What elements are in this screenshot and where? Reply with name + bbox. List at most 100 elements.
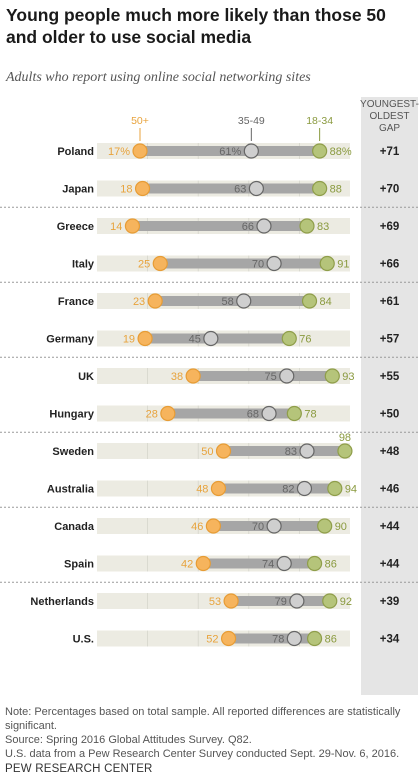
value-label-18-34: 91 [337,259,349,271]
dot-35-49 [203,330,219,347]
gap-value: +61 [380,296,400,308]
dot-35-49 [266,255,282,272]
value-label-18-34: 88% [330,146,352,158]
country-label: Spain [64,559,94,571]
range-connector [167,408,295,419]
dot-35-49 [243,143,259,159]
gap-column-background [361,97,418,695]
value-label-50-plus: 28 [146,409,158,421]
gap-value: +44 [380,521,400,533]
value-label-18-34: 88 [330,184,342,196]
legend-label-35-49: 35-49 [238,115,265,127]
range-connector [140,146,320,156]
range-connector [193,371,333,381]
gap-value: +44 [380,559,400,571]
value-label-50-plus: 50 [201,446,213,458]
value-label-35-49: 63 [234,184,246,196]
dot-50-plus [195,555,211,572]
value-label-35-49: 79 [275,596,287,608]
dot-35-49 [299,443,315,459]
country-label: U.S. [73,634,94,646]
range-connector [231,596,330,606]
value-label-18-34: 86 [325,634,337,646]
gap-header-line: YOUNGEST- [360,99,419,110]
value-label-35-49: 75 [265,371,277,383]
legend-label-50-plus: 50+ [131,115,149,127]
gap-header-line: OLDEST [369,111,409,122]
dot-50-plus [205,518,221,534]
country-label: Sweden [52,446,94,458]
note-text: Note: Percentages based on total sample.… [5,706,401,732]
value-label-18-34: 98 [339,432,351,444]
value-label-18-34: 84 [320,296,332,308]
country-label: Netherlands [30,596,94,608]
source-text: Source: Spring 2016 Global Attitudes Sur… [5,734,252,746]
value-label-18-34: 94 [345,484,357,496]
dot-18-34 [301,293,318,309]
dot-50-plus [147,293,163,309]
country-label: UK [78,371,94,383]
country-label: France [58,296,94,308]
dot-18-34 [322,593,338,609]
dot-35-49 [279,368,295,384]
value-label-50-plus: 46 [191,521,203,533]
value-label-50-plus: 53 [209,596,221,608]
gap-value: +66 [380,259,400,271]
value-label-35-49: 70 [252,521,264,533]
gap-value: +57 [380,334,400,346]
dot-18-34 [312,180,328,197]
dot-35-49 [261,405,277,422]
dot-18-34 [286,405,302,422]
range-connector [142,183,320,194]
dot-50-plus [215,443,232,459]
value-label-18-34: 86 [325,559,337,571]
gap-value: +48 [380,446,400,458]
value-label-35-49: 66 [242,221,254,233]
chart-subtitle: Adults who report using online social ne… [6,70,311,85]
dot-35-49 [286,630,302,647]
gap-value: +50 [380,409,400,421]
country-label: Canada [54,521,95,533]
dot-18-34 [306,630,323,647]
country-label: Germany [46,334,95,346]
value-label-35-49: 82 [282,484,294,496]
value-label-18-34: 92 [340,596,352,608]
us-data-note: U.S. data from a Pew Research Center Sur… [5,748,400,760]
value-label-50-plus: 42 [181,559,193,571]
value-label-35-49: 45 [189,334,201,346]
gap-value: +39 [380,596,400,608]
value-label-50-plus: 52 [206,634,218,646]
dot-50-plus [152,255,168,272]
dot-50-plus [160,405,176,422]
dot-35-49 [276,555,292,572]
dot-18-34 [324,368,340,384]
country-label: Japan [62,184,94,196]
value-label-50-plus: 23 [133,296,145,308]
dot-50-plus [124,218,141,234]
value-label-18-34: 76 [299,334,311,346]
dot-50-plus [220,630,237,647]
value-label-35-49: 78 [272,634,284,646]
dot-50-plus [185,368,201,384]
chart-notes: Note: Percentages based on total sample.… [5,705,415,761]
dot-50-plus [223,593,239,609]
country-label: Australia [47,484,95,496]
value-label-18-34: 90 [335,521,347,533]
value-label-50-plus: 25 [138,259,150,271]
dot-18-34 [317,518,333,534]
dot-18-34 [327,480,343,497]
gap-value: +71 [380,146,400,158]
range-connector [223,446,345,456]
value-label-50-plus: 19 [123,334,135,346]
country-label: Greece [57,221,94,233]
dot-18-34 [306,555,323,572]
dot-18-34 [299,218,315,234]
value-label-35-49: 70 [252,259,264,271]
value-label-35-49: 74 [262,559,274,571]
gap-header-line: GAP [379,123,400,134]
dot-35-49 [266,518,282,534]
gap-value: +70 [380,184,400,196]
dot-50-plus [132,143,148,159]
gap-value: +69 [380,221,400,233]
